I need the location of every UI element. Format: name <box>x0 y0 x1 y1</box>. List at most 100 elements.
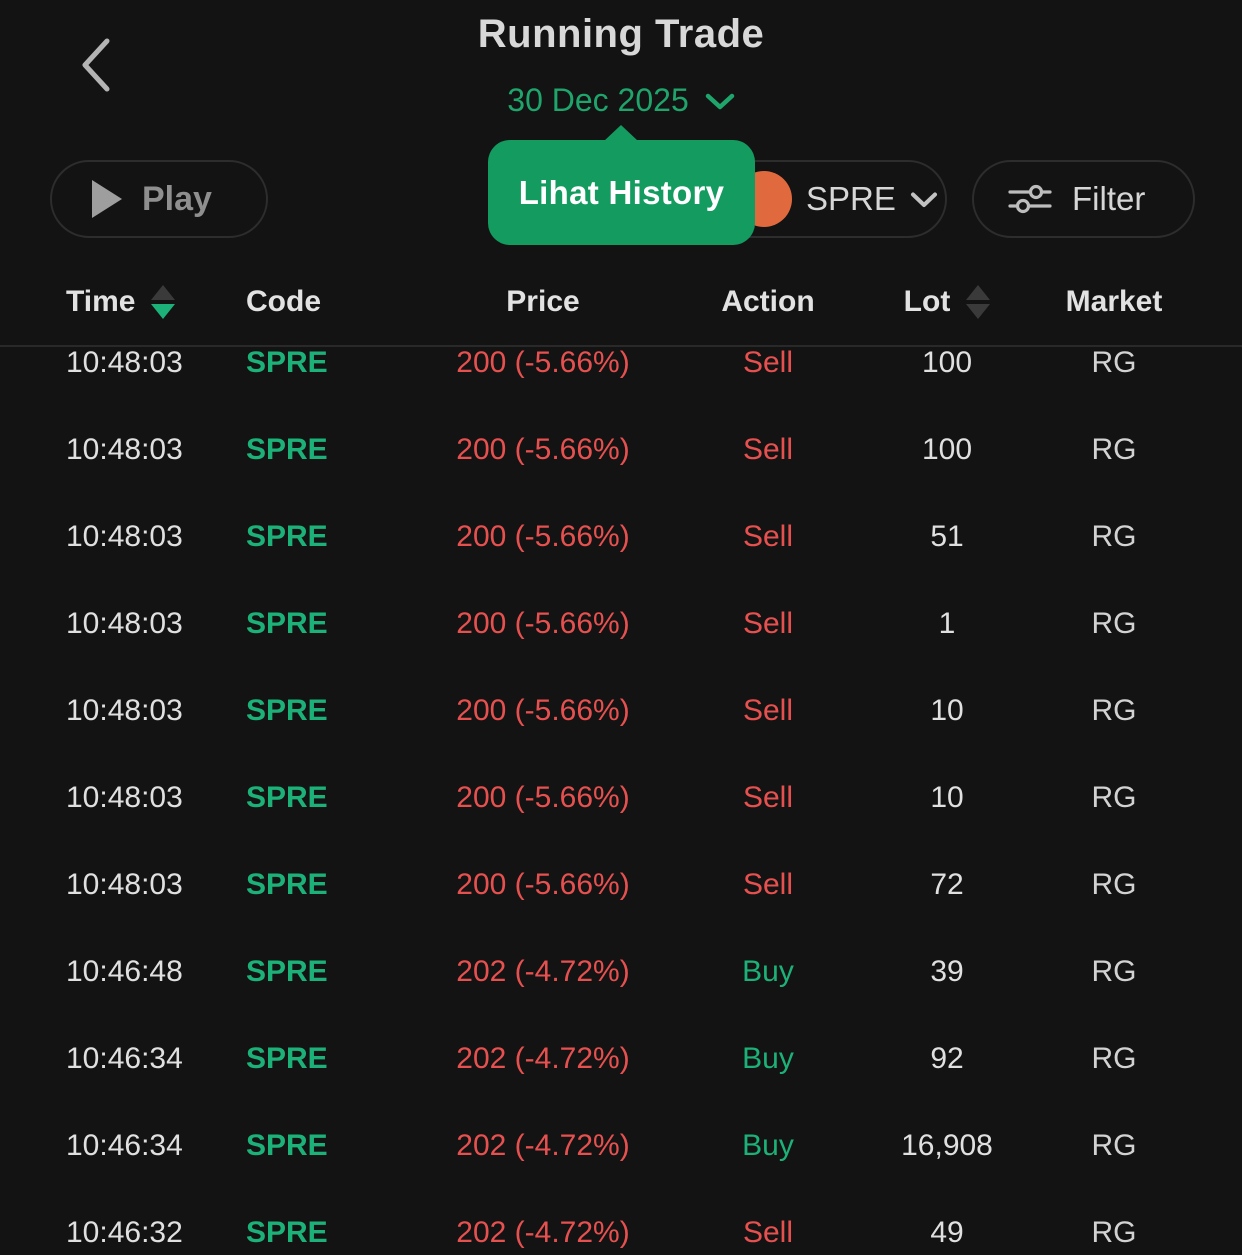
tooltip-label: Lihat History <box>518 173 725 211</box>
cell-time: 10:46:34 <box>66 1041 183 1075</box>
cell-market: RG <box>1091 349 1137 379</box>
cell-action: Sell <box>742 519 794 553</box>
cell-lot: 10 <box>930 693 964 727</box>
column-label: Lot <box>903 285 951 318</box>
cell-market: RG <box>1091 954 1137 988</box>
cell-market: RG <box>1091 1041 1137 1075</box>
cell-lot: 49 <box>930 1215 964 1249</box>
cell-lot: 51 <box>930 519 964 553</box>
date-label: 30 Dec 2025 <box>507 82 689 118</box>
column-label: Market <box>1065 285 1163 318</box>
cell-time: 10:48:03 <box>66 519 183 553</box>
trade-row: 10:48:03 SPRE 200 (-5.66%) Sell 51 RG <box>0 493 1242 580</box>
filter-sliders-icon <box>1008 184 1052 214</box>
cell-price: 200 (-5.66%) <box>456 519 630 553</box>
cell-action: Buy <box>742 1128 794 1162</box>
cell-market: RG <box>1091 519 1137 553</box>
table-body: 10:48:03 SPRE 200 (-5.66%) Sell 100 RG 10:48:0… <box>0 349 1242 1255</box>
column-header-code: Code <box>246 285 321 319</box>
trade-row: 10:46:34 SPRE 202 (-4.72%) Buy 16,908 RG <box>0 1102 1242 1189</box>
cell-lot: 92 <box>930 1041 964 1075</box>
column-label: Price <box>506 285 580 318</box>
cell-action: Buy <box>742 954 794 988</box>
chevron-down-icon <box>705 93 734 109</box>
sort-control[interactable] <box>966 285 991 319</box>
cell-market: RG <box>1091 693 1137 727</box>
column-header-price: Price <box>506 285 579 319</box>
trade-row: 10:48:03 SPRE 200 (-5.66%) Sell 100 RG <box>0 406 1242 493</box>
cell-lot: 10 <box>930 780 964 814</box>
cell-price: 200 (-5.66%) <box>456 693 630 727</box>
cell-market: RG <box>1091 606 1137 640</box>
cell-time: 10:48:03 <box>66 349 183 379</box>
sort-control[interactable] <box>151 285 176 319</box>
cell-lot: 100 <box>921 432 973 466</box>
sort-down-icon <box>966 304 991 319</box>
cell-lot: 39 <box>930 954 964 988</box>
date-dropdown[interactable]: 30 Dec 2025 <box>0 82 1242 119</box>
cell-price: 200 (-5.66%) <box>456 867 630 901</box>
play-icon <box>92 180 122 218</box>
cell-price: 200 (-5.66%) <box>456 432 630 466</box>
cell-code: SPRE <box>246 1128 328 1162</box>
cell-code: SPRE <box>246 349 328 379</box>
cell-lot: 72 <box>930 867 964 901</box>
cell-code: SPRE <box>246 1215 328 1249</box>
cell-code: SPRE <box>246 1041 328 1075</box>
cell-code: SPRE <box>246 867 328 901</box>
trade-row: 10:48:03 SPRE 200 (-5.66%) Sell 1 RG <box>0 580 1242 667</box>
play-button[interactable]: Play <box>50 160 268 238</box>
filter-button[interactable]: Filter <box>972 160 1195 238</box>
cell-action: Sell <box>742 606 794 640</box>
cell-price: 202 (-4.72%) <box>456 954 630 988</box>
trade-row: 10:48:03 SPRE 200 (-5.66%) Sell 100 RG <box>0 349 1242 406</box>
column-header-lot[interactable]: Lot <box>904 285 991 319</box>
trade-row: 10:48:03 SPRE 200 (-5.66%) Sell 10 RG <box>0 754 1242 841</box>
cell-action: Buy <box>742 1041 794 1075</box>
cell-code: SPRE <box>246 519 328 553</box>
cell-action: Sell <box>742 693 794 727</box>
cell-action: Sell <box>742 1215 794 1249</box>
cell-lot: 100 <box>921 349 973 379</box>
cell-market: RG <box>1091 1128 1137 1162</box>
cell-market: RG <box>1091 867 1137 901</box>
play-label: Play <box>142 179 212 218</box>
cell-time: 10:46:34 <box>66 1128 183 1162</box>
cell-price: 200 (-5.66%) <box>456 349 630 379</box>
column-label: Action <box>721 285 815 318</box>
cell-code: SPRE <box>246 954 328 988</box>
sort-up-icon <box>966 285 991 300</box>
cell-market: RG <box>1091 432 1137 466</box>
cell-market: RG <box>1091 1215 1137 1249</box>
table-header: Time Code Price Action Lot Market <box>0 259 1242 347</box>
cell-market: RG <box>1091 780 1137 814</box>
lihat-history-popover[interactable]: Lihat History <box>488 125 755 245</box>
filter-label: Filter <box>1072 180 1146 217</box>
cell-time: 10:48:03 <box>66 432 183 466</box>
trade-row: 10:48:03 SPRE 200 (-5.66%) Sell 10 RG <box>0 667 1242 754</box>
cell-action: Sell <box>742 867 794 901</box>
page-title: Running Trade <box>477 12 765 56</box>
chevron-down-icon <box>910 192 937 207</box>
back-chevron-icon <box>82 38 110 92</box>
sort-up-icon <box>151 285 176 300</box>
cell-price: 200 (-5.66%) <box>456 606 630 640</box>
cell-price: 202 (-4.72%) <box>456 1215 630 1249</box>
cell-time: 10:48:03 <box>66 780 183 814</box>
cell-price: 200 (-5.66%) <box>456 780 630 814</box>
column-header-action: Action <box>721 285 814 319</box>
trade-row: 10:46:34 SPRE 202 (-4.72%) Buy 92 RG <box>0 1015 1242 1102</box>
cell-time: 10:48:03 <box>66 606 183 640</box>
cell-action: Sell <box>742 780 794 814</box>
column-header-market: Market <box>1066 285 1163 319</box>
column-header-time[interactable]: Time <box>66 285 176 319</box>
cell-price: 202 (-4.72%) <box>456 1041 630 1075</box>
cell-time: 10:48:03 <box>66 693 183 727</box>
cell-code: SPRE <box>246 693 328 727</box>
trade-row: 10:46:32 SPRE 202 (-4.72%) Sell 49 RG <box>0 1189 1242 1255</box>
sort-down-icon <box>151 304 176 319</box>
cell-lot: 16,908 <box>901 1128 993 1162</box>
back-button[interactable] <box>70 32 122 98</box>
column-label: Code <box>246 285 321 318</box>
trade-row: 10:46:48 SPRE 202 (-4.72%) Buy 39 RG <box>0 928 1242 1015</box>
